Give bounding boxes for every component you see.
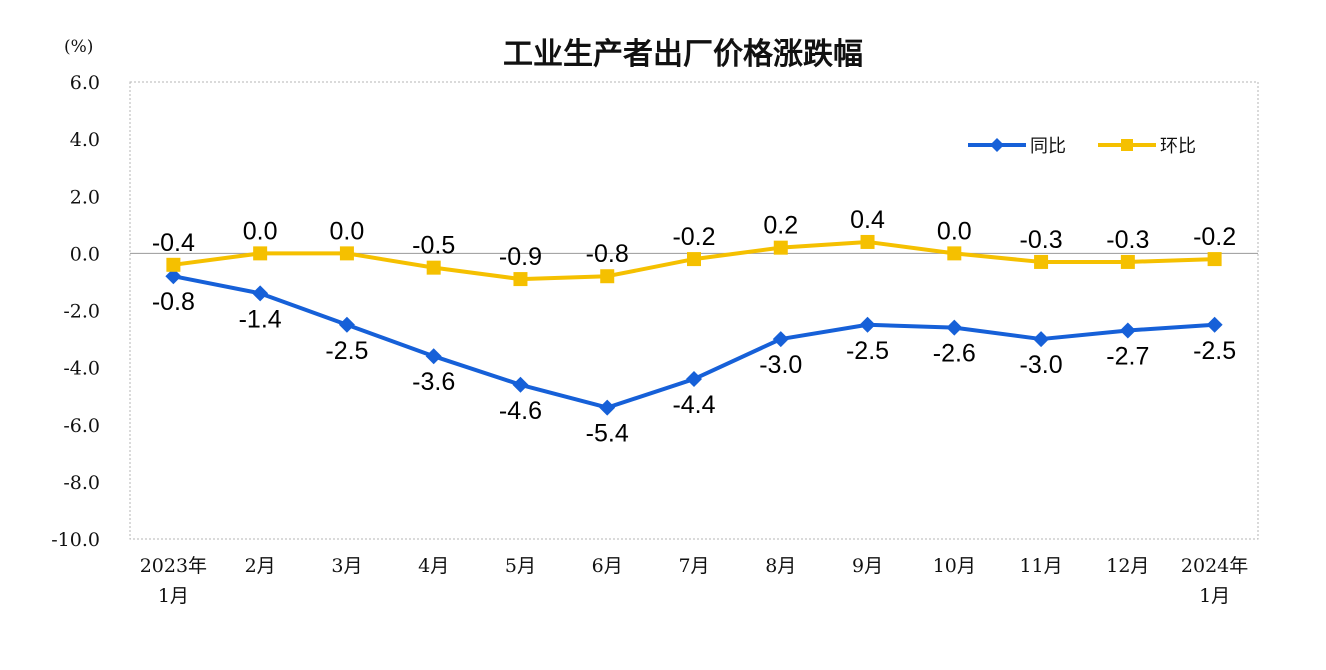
plot-border — [129, 81, 1259, 540]
legend: 同比 环比 — [968, 136, 1196, 157]
data-point — [947, 246, 962, 261]
data-label: -3.0 — [1020, 351, 1063, 379]
y-tick-label: 0.0 — [70, 243, 100, 265]
y-tick-label: -8.0 — [63, 472, 100, 494]
data-point — [1120, 254, 1135, 269]
data-point — [252, 285, 269, 302]
x-tick-label: 11月 — [1019, 555, 1062, 577]
x-tick-label: 10月 — [933, 555, 976, 577]
series-yoy: -0.8 -1.4 -2.5 -3.6 -4.6 -5.4 -4.4 -3.0 -2.5 -2.6… — [152, 268, 1236, 448]
y-tick-label: -6.0 — [63, 415, 100, 437]
data-label: 0.0 — [330, 217, 365, 245]
data-label: -0.4 — [152, 229, 195, 257]
data-point — [772, 331, 789, 348]
data-label: -0.5 — [412, 232, 455, 260]
plot-area — [129, 81, 1259, 540]
data-point — [512, 376, 529, 393]
data-label: -3.6 — [412, 368, 455, 396]
data-label: -2.5 — [325, 337, 368, 365]
chart-title: 工业生产者出厂价格涨跌幅 — [503, 37, 863, 72]
x-tick-label: 2023年 1月 — [140, 555, 207, 607]
data-point — [513, 272, 528, 287]
y-tick-label: -10.0 — [51, 529, 100, 551]
data-point — [1033, 331, 1050, 348]
data-point — [687, 252, 701, 267]
data-label: 0.0 — [937, 217, 972, 245]
data-point — [165, 268, 182, 285]
data-label: -0.8 — [586, 240, 629, 268]
data-point — [599, 399, 616, 416]
data-label: -2.5 — [1193, 337, 1236, 365]
data-label: -4.4 — [672, 391, 715, 419]
y-tick-label: -2.0 — [63, 301, 100, 323]
x-axis: 2023年 1月 2月 3月 4月 5月 6月 7月 8月 9月 10月 11月 12月 2024年 1月 — [140, 555, 1249, 607]
data-point — [859, 316, 876, 333]
data-label: -0.3 — [1020, 226, 1063, 254]
series-mom: -0.4 0.0 0.0 -0.5 -0.9 -0.8 -0.2 0.2 0.4 0.0 -0.3 -… — [152, 206, 1236, 287]
data-label: -0.3 — [1106, 226, 1149, 254]
data-point — [946, 319, 963, 336]
data-point — [338, 316, 355, 333]
data-point — [773, 240, 788, 255]
y-axis-unit-label: (%) — [64, 37, 93, 57]
data-point — [166, 257, 181, 272]
x-tick-label: 8月 — [765, 555, 796, 577]
x-tick-label: 3月 — [331, 555, 362, 577]
y-tick-label: 4.0 — [70, 129, 100, 151]
x-tick-label: 4月 — [418, 555, 449, 577]
legend-label: 环比 — [1160, 136, 1196, 157]
data-point — [426, 260, 441, 275]
legend-label: 同比 — [1030, 136, 1066, 157]
legend-marker — [990, 138, 1004, 152]
y-tick-label: -4.0 — [63, 358, 100, 380]
data-label: -0.2 — [1193, 223, 1236, 251]
series-layer: -0.8 -1.4 -2.5 -3.6 -4.6 -5.4 -4.4 -3.0 -2.5 -2.6… — [152, 206, 1236, 448]
x-tick-label: 2月 — [245, 555, 276, 577]
data-label: -0.8 — [152, 288, 195, 316]
data-label: -0.9 — [499, 243, 542, 271]
x-tick-label: 9月 — [852, 555, 883, 577]
data-label: -0.2 — [672, 223, 715, 251]
data-label: 0.0 — [243, 217, 278, 245]
data-label: -2.6 — [933, 340, 976, 368]
data-point — [1119, 322, 1136, 339]
data-point — [253, 246, 268, 261]
data-label: -1.4 — [239, 305, 282, 333]
data-label: -4.6 — [499, 397, 542, 425]
data-point — [1207, 252, 1222, 267]
x-tick-label: 12月 — [1106, 555, 1149, 577]
y-tick-label: 6.0 — [70, 72, 100, 94]
x-tick-label: 6月 — [592, 555, 623, 577]
data-point — [425, 348, 442, 365]
data-label: 0.2 — [763, 212, 798, 240]
legend-marker — [1121, 139, 1133, 151]
data-point — [1034, 254, 1049, 269]
data-point — [339, 246, 354, 261]
data-label: -2.7 — [1106, 342, 1149, 370]
data-label: 0.4 — [850, 206, 885, 234]
y-tick-label: 2.0 — [70, 186, 100, 208]
data-point — [600, 269, 615, 284]
data-label: -2.5 — [846, 337, 889, 365]
data-label: -5.4 — [586, 420, 629, 448]
x-tick-label: 5月 — [505, 555, 536, 577]
x-tick-label: 7月 — [678, 555, 709, 577]
data-point — [1206, 316, 1223, 333]
y-axis: 6.0 4.0 2.0 0.0 -2.0 -4.0 -6.0 -8.0 -10.0 — [51, 72, 100, 551]
data-point — [860, 234, 875, 249]
data-point — [686, 371, 702, 388]
x-tick-label: 2024年 1月 — [1181, 555, 1248, 607]
data-label: -3.0 — [759, 351, 802, 379]
